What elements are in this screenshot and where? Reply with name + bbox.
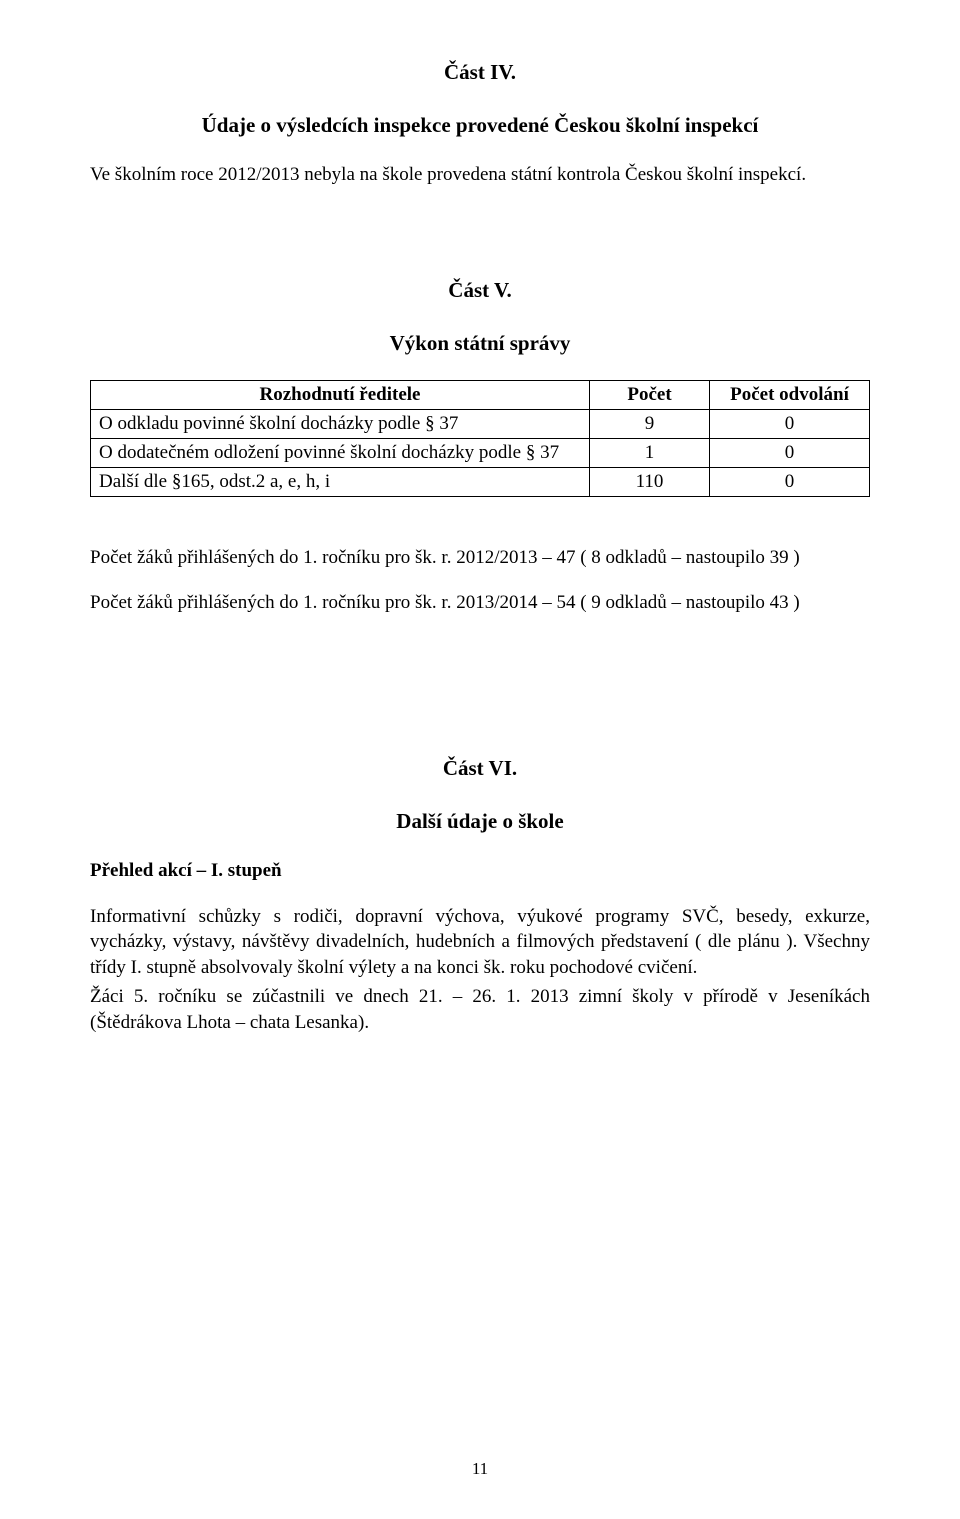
part4-title: Část IV. — [90, 60, 870, 85]
part6-title: Část VI. — [90, 756, 870, 781]
part5-paragraph-2: Počet žáků přihlášených do 1. ročníku pr… — [90, 590, 870, 616]
cell-count: 1 — [590, 438, 710, 467]
part6-paragraph-1: Informativní schůzky s rodiči, dopravní … — [90, 904, 870, 981]
spacer — [90, 208, 870, 278]
table-header-row: Rozhodnutí ředitele Počet Počet odvolání — [91, 380, 870, 409]
part4-subtitle: Údaje o výsledcích inspekce provedené Če… — [90, 113, 870, 138]
cell-label: Další dle §165, odst.2 a, e, h, i — [91, 467, 590, 496]
part5-paragraph-1: Počet žáků přihlášených do 1. ročníku pr… — [90, 545, 870, 571]
table-row: Další dle §165, odst.2 a, e, h, i 110 0 — [91, 467, 870, 496]
part5-subtitle: Výkon státní správy — [90, 331, 870, 356]
cell-appeals: 0 — [710, 467, 870, 496]
part5-title: Část V. — [90, 278, 870, 303]
part6-heading: Přehled akcí – I. stupeň — [90, 858, 870, 884]
cell-appeals: 0 — [710, 438, 870, 467]
part4-paragraph: Ve školním roce 2012/2013 nebyla na škol… — [90, 162, 870, 188]
part6-paragraph-2: Žáci 5. ročníku se zúčastnili ve dnech 2… — [90, 984, 870, 1035]
page-number: 11 — [0, 1459, 960, 1479]
table-row: O odkladu povinné školní docházky podle … — [91, 409, 870, 438]
part6-subtitle: Další údaje o škole — [90, 809, 870, 834]
cell-count: 9 — [590, 409, 710, 438]
col-header-count: Počet — [590, 380, 710, 409]
spacer — [90, 505, 870, 545]
decisions-table: Rozhodnutí ředitele Počet Počet odvolání… — [90, 380, 870, 497]
col-header-appeals: Počet odvolání — [710, 380, 870, 409]
cell-appeals: 0 — [710, 409, 870, 438]
cell-label: O odkladu povinné školní docházky podle … — [91, 409, 590, 438]
spacer — [90, 636, 870, 756]
document-page: Část IV. Údaje o výsledcích inspekce pro… — [0, 0, 960, 1519]
cell-count: 110 — [590, 467, 710, 496]
table-row: O dodatečném odložení povinné školní doc… — [91, 438, 870, 467]
cell-label: O dodatečném odložení povinné školní doc… — [91, 438, 590, 467]
col-header-decision: Rozhodnutí ředitele — [91, 380, 590, 409]
